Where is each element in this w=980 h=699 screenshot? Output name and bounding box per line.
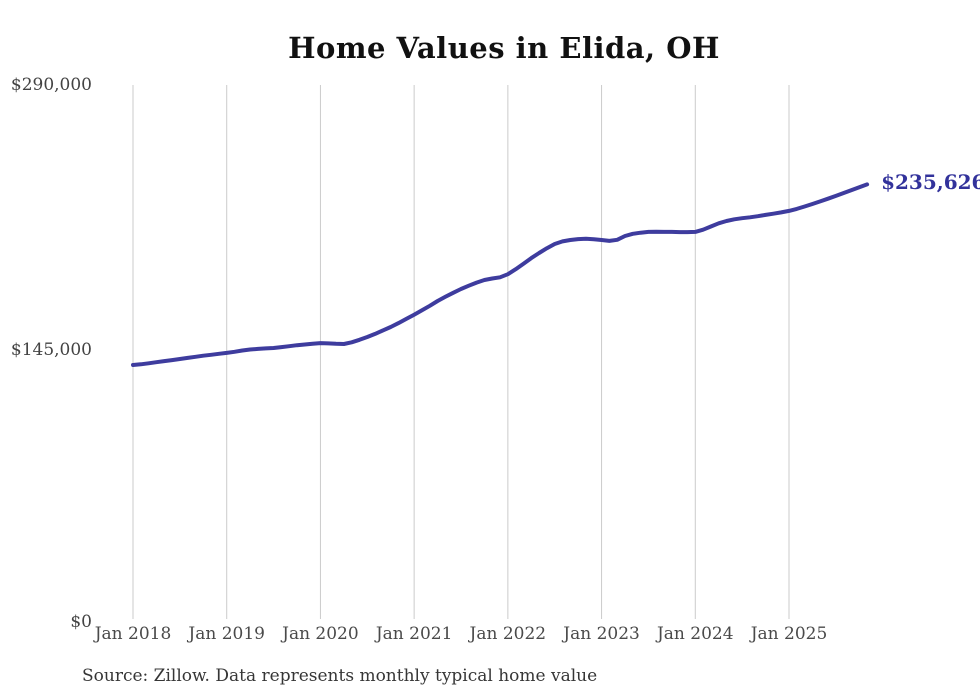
x-tick-label: Jan 2022 — [469, 624, 547, 644]
y-tick-label: $145,000 — [10, 340, 92, 360]
x-tick-label: Jan 2018 — [94, 624, 172, 644]
source-note: Source: Zillow. Data represents monthly … — [82, 666, 598, 686]
y-tick-label: $290,000 — [10, 75, 92, 95]
x-tick-label: Jan 2023 — [563, 624, 640, 644]
home-value-line — [131, 182, 870, 367]
x-tick-label: Jan 2025 — [750, 624, 828, 644]
chart-title: Home Values in Elida, OH — [288, 31, 720, 65]
y-tick-label: $0 — [70, 612, 92, 632]
latest-value-label: $235,626 — [881, 170, 980, 195]
x-tick-label: Jan 2020 — [282, 624, 359, 644]
x-tick-label: Jan 2019 — [188, 624, 265, 644]
x-tick-label: Jan 2024 — [656, 624, 734, 644]
x-tick-label: Jan 2021 — [375, 624, 453, 644]
